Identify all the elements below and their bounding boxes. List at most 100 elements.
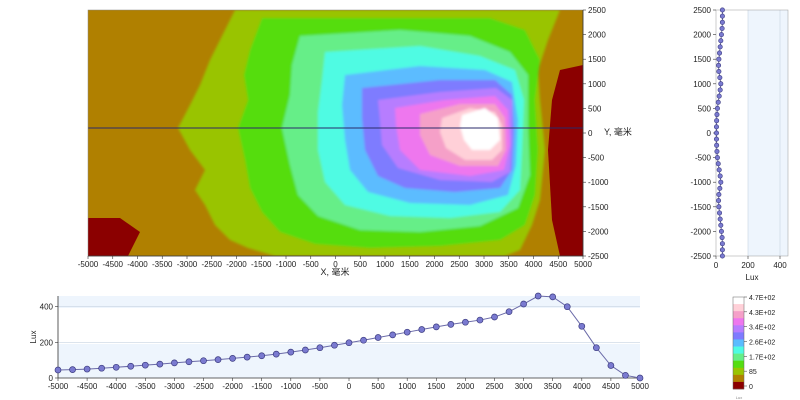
contour-x-tick-label: -1500 [251, 260, 272, 269]
bottom-chart-point [69, 366, 76, 373]
legend-unit: Lux [736, 395, 742, 400]
contour-x-tick-label: 4000 [525, 260, 543, 269]
legend-swatch [733, 332, 744, 340]
bottom-chart-point [112, 363, 120, 371]
bottom-chart-point [403, 328, 411, 336]
right-chart-point [718, 38, 724, 44]
contour-x-tick-label: -500 [303, 260, 320, 269]
contour-x-tick-label: 4500 [549, 260, 567, 269]
right-chart-y-tick-label: -500 [695, 154, 712, 163]
bottom-chart-y-tick-label: 200 [40, 338, 54, 347]
bottom-chart-point [563, 303, 571, 311]
contour-band-dark-bottom-left [88, 218, 140, 256]
right-chart-point [714, 155, 720, 161]
bottom-chart-point [54, 366, 62, 374]
right-chart-y-tick-label: 1000 [693, 80, 711, 89]
bottom-chart-x-tick-label: -4000 [106, 382, 127, 391]
bottom-chart-y-label: Lux [29, 331, 38, 344]
contour-y-tick-label: -1500 [588, 203, 609, 212]
right-chart-point [718, 228, 724, 234]
contour-band-peak [460, 108, 500, 150]
bottom-chart-x-tick-label: 3000 [515, 382, 533, 391]
bottom-chart-point [272, 350, 280, 358]
bottom-chart-x-tick-label: 2500 [486, 382, 504, 391]
right-chart-y-tick-label: 500 [698, 104, 712, 113]
right-chart-point [714, 142, 720, 148]
right-chart-point [719, 25, 725, 31]
right-chart-y-tick-label: -1000 [691, 178, 712, 187]
right-profile-chart: 25002000150010005000-500-1000-1500-2000-… [691, 6, 789, 282]
legend-color-bar [733, 297, 744, 390]
contour-y-tick-label: 1500 [588, 55, 606, 64]
bottom-chart-point [83, 365, 91, 373]
right-chart-point [719, 13, 725, 19]
contour-x-tick-label: -1000 [276, 260, 297, 269]
legend-swatch [733, 381, 744, 390]
legend-swatch [733, 297, 744, 305]
bottom-chart-point [476, 316, 484, 324]
right-chart-point [717, 44, 723, 50]
bottom-chart-x-tick-label: -4500 [77, 382, 98, 391]
right-chart-point [717, 210, 723, 216]
right-chart-point [718, 32, 724, 38]
contour-x-tick-label: 1000 [376, 260, 394, 269]
right-chart-point [717, 87, 723, 93]
right-chart-point [719, 19, 725, 25]
bottom-chart-y-tick-label: 0 [49, 374, 54, 383]
right-chart-band [716, 10, 748, 256]
bottom-chart-point [171, 359, 178, 367]
bottom-chart-x-tick-label: 2000 [457, 382, 475, 391]
legend-swatch [733, 339, 744, 347]
contour-y-tick-label: 2000 [588, 31, 606, 40]
contour-x-tick-label: 1500 [401, 260, 419, 269]
contour-y-ticks: 2500 2000 1500 1000 500 0 -500 -1000 -1500 -2000 -… [583, 6, 609, 261]
legend-swatch [733, 374, 744, 383]
right-chart-point [719, 7, 725, 13]
right-chart-point [716, 204, 722, 210]
right-chart-point [714, 112, 720, 118]
contour-x-tick-label: -2000 [226, 260, 247, 269]
contour-y-axis-label: Y, 毫米 [604, 126, 632, 137]
bottom-chart-point [243, 353, 251, 361]
contour-y-tick-label: 2500 [588, 6, 606, 15]
contour-x-tick-label: -5000 [78, 260, 99, 269]
contour-x-tick-label: 3000 [475, 260, 493, 269]
color-legend: 4.7E+02 4.3E+02 3.4E+02 2.6E+02 1.7E+02 85 0 L… [732, 295, 775, 400]
right-chart-point [717, 216, 723, 222]
bottom-chart-point [200, 357, 207, 365]
right-chart-point [716, 198, 722, 204]
right-chart-point [713, 130, 719, 136]
bottom-chart-x-tick-label: -1500 [251, 382, 272, 391]
bottom-chart-point [505, 308, 513, 316]
right-chart-point [716, 167, 722, 173]
legend-tick-label: 2.6E+02 [749, 340, 775, 347]
contour-x-axis-label: X, 毫米 [320, 266, 349, 277]
bottom-chart-x-tick-label: 3500 [544, 382, 562, 391]
right-chart-x-label: Lux [746, 273, 759, 282]
contour-x-tick-label: -3500 [152, 260, 173, 269]
right-chart-y-ticks: 2500 2000 1500 1000 500 0 -500 -1000 -1500 -2000 -… [691, 6, 716, 261]
legend-swatch [733, 311, 744, 319]
bottom-chart-band-high [58, 296, 640, 308]
bottom-chart-point [302, 346, 309, 354]
bottom-chart-x-tick-label: -3000 [164, 382, 185, 391]
bottom-chart-y-ticks: 0 200 400 [40, 303, 58, 383]
bottom-chart-point [374, 334, 382, 341]
right-chart-y-tick-label: -1500 [691, 203, 712, 212]
contour-x-tick-label: 0 [333, 260, 338, 269]
legend-tick-label: 85 [749, 369, 757, 376]
contour-x-tick-label: 2500 [450, 260, 468, 269]
legend-tick-label: 4.7E+02 [749, 295, 775, 302]
legend-swatch [733, 360, 744, 369]
legend-swatch [733, 325, 744, 333]
bottom-chart-x-tick-label: -1000 [281, 382, 302, 391]
bottom-chart-x-tick-label: 500 [371, 382, 385, 391]
right-chart-point [716, 62, 722, 68]
contour-map: -5000 -4500 -4000 -3500 -3000 -2500 -2000 -1500… [78, 6, 632, 277]
right-chart-point [716, 69, 722, 75]
right-chart-point [717, 50, 723, 56]
legend-tick-label: 1.7E+02 [749, 354, 775, 361]
bottom-chart-point [534, 292, 542, 300]
